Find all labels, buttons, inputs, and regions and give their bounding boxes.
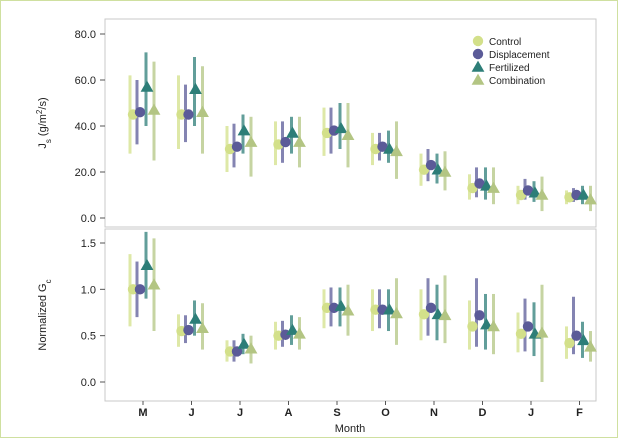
top-displacement-point [474,178,485,189]
bottom-displacement-point [571,330,582,341]
top-fertilized-point [431,163,445,175]
top-y-axis-label: Js (g/m2/s) [35,97,53,148]
bottom-combination-point [487,320,500,332]
top-fertilized-point [189,82,202,94]
legend: Control Displacement Fertilized Combination [471,35,550,87]
bottom-control-point [467,321,478,332]
bottom-combination-point [390,307,403,319]
top-combination-point [293,135,306,147]
bottom-combination-point [535,326,549,338]
top-fertilized-point [577,188,590,200]
bottom-combination-point [293,327,306,339]
bottom-displacement-point [522,321,534,332]
bottom-fertilized-point [383,303,396,315]
top-y-tick-label: 20.0 [75,167,96,179]
bottom-y-axis: 1.5 1.0 0.5 0.0 [81,238,105,389]
bottom-combination-point [341,304,355,316]
bottom-fertilized-point [577,333,590,346]
bottom-combination-point [584,340,597,352]
top-displacement-point [377,141,388,152]
bottom-displacement-point [231,346,243,357]
bottom-displacement-point [425,302,437,314]
legend-displacement-label: Displacement [489,50,550,61]
x-tick-label: O [381,407,390,419]
legend-fertilized-swatch [471,60,485,72]
x-tick-label: M [138,407,147,419]
bottom-fertilized-point [189,312,202,324]
top-points [127,80,597,205]
legend-displacement-swatch [472,48,484,60]
bottom-y-axis-label: Normalized Gc [37,279,53,350]
x-tick-label: J [528,407,534,419]
bottom-points [127,258,597,357]
top-y-tick-label: 40.0 [75,121,96,133]
bottom-y-tick-label: 1.5 [81,238,96,250]
x-tick-label: J [237,407,243,419]
top-displacement-point [522,185,534,196]
bottom-fertilized-point [237,337,251,349]
bottom-control-point [418,309,430,320]
bottom-fertilized-point [334,299,348,311]
legend-combination-label: Combination [489,76,545,87]
bottom-combination-point [196,321,209,334]
top-combination-point [535,188,549,200]
bottom-control-point [515,328,527,340]
top-displacement-point [328,125,340,136]
bottom-y-tick-label: 1.0 [81,284,96,296]
x-axis-label: Month [335,423,366,435]
top-displacement-point [231,141,243,152]
x-tick-label: S [333,407,340,419]
bottom-displacement-point [474,310,485,321]
top-fertilized-point [528,186,542,198]
top-displacement-point [280,136,291,148]
bottom-combination-point [147,278,161,290]
bottom-combination-point [438,308,452,321]
top-combination-point [147,103,161,115]
top-fertilized-point [140,80,154,92]
bottom-fertilized-point [286,323,299,335]
top-fertilized-point [334,121,348,134]
x-tick-label: J [188,407,194,419]
legend-control-label: Control [489,37,521,48]
top-combination-point [390,144,403,157]
x-tick-label: A [285,407,293,419]
bottom-displacement-point [183,324,194,336]
top-combination-point [244,135,258,147]
legend-combination-swatch [471,73,485,85]
x-tick-label: D [479,407,487,419]
top-fertilized-point [480,179,493,191]
bottom-displacement-point [134,284,146,295]
x-tick-label: N [430,407,438,419]
top-y-tick-label: 0.0 [81,213,96,225]
bottom-y-tick-label: 0.0 [81,377,96,389]
top-combination-point [584,193,597,205]
bottom-control-point [564,337,575,349]
top-y-tick-label: 80.0 [75,29,96,41]
top-displacement-point [425,159,437,171]
top-fertilized-point [383,142,396,154]
legend-control-swatch [472,35,484,47]
top-combination-point [487,181,500,193]
bottom-y-tick-label: 0.5 [81,331,96,343]
top-y-axis: 80.0 60.0 40.0 20.0 0.0 [75,29,105,225]
top-displacement-point [183,109,194,120]
bottom-fertilized-point [140,258,154,271]
top-y-tick-label: 60.0 [75,75,96,87]
top-fertilized-point [286,126,299,138]
top-displacement-point [134,107,146,118]
top-fertilized-point [237,124,251,136]
top-combination-point [438,165,452,177]
legend-fertilized-label: Fertilized [489,63,530,74]
top-combination-point [341,128,355,140]
bottom-fertilized-point [480,318,493,330]
top-combination-point [196,105,209,117]
bottom-combination-point [244,342,258,354]
x-tick-label: F [576,407,583,419]
